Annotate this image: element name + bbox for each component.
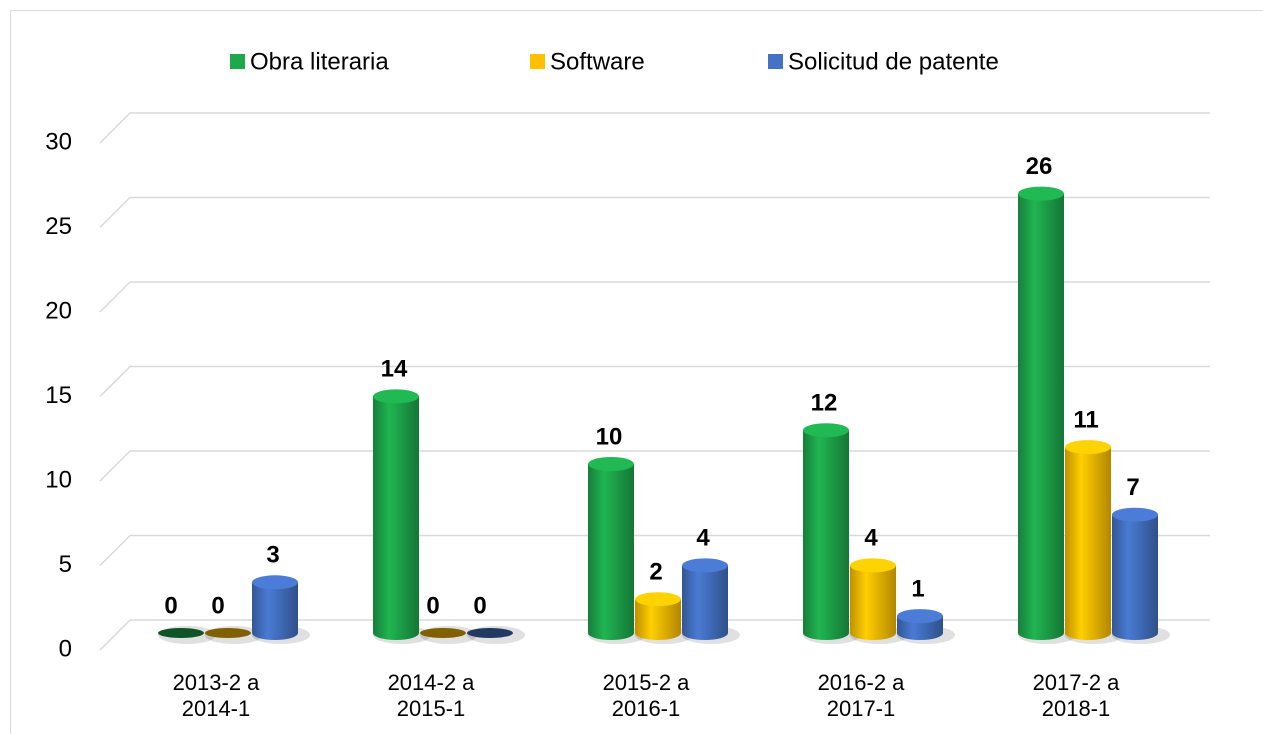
- bar-top: [897, 609, 943, 624]
- bar-body: [252, 582, 298, 640]
- bar: [158, 626, 216, 644]
- bar-body: [373, 396, 419, 640]
- grid-line: [99, 450, 131, 482]
- bar-body: [850, 565, 896, 640]
- y-tick-label: 20: [45, 297, 72, 324]
- data-label: 0: [164, 592, 177, 619]
- bar-top: [158, 628, 204, 638]
- bar-top: [1065, 440, 1111, 455]
- data-label: 0: [473, 592, 486, 619]
- bar: [1112, 507, 1170, 644]
- grid-line: [99, 365, 131, 398]
- data-label: 4: [864, 525, 878, 552]
- bar: [252, 575, 310, 644]
- bar-top: [682, 558, 728, 573]
- y-tick-label: 5: [59, 551, 72, 578]
- y-tick-label: 15: [45, 382, 72, 409]
- legend-label: Software: [550, 48, 645, 75]
- bar-body: [1065, 447, 1111, 640]
- bar-body: [1112, 514, 1158, 640]
- y-tick-label: 25: [45, 213, 72, 240]
- data-label: 4: [696, 525, 710, 552]
- x-tick-label: 2014-2 a 2015-1: [387, 670, 475, 721]
- grid-line: [99, 619, 131, 651]
- bar: [467, 626, 525, 644]
- bar-top: [205, 628, 251, 638]
- bar-top: [420, 628, 466, 638]
- bar: [897, 609, 955, 644]
- data-label: 1: [911, 575, 924, 602]
- bar-body: [682, 565, 728, 640]
- y-tick-label: 30: [45, 128, 72, 155]
- bar: [420, 626, 478, 644]
- x-tick-label: 2017-2 a 2018-1: [1032, 670, 1120, 721]
- x-tick-label: 2013-2 a 2014-1: [172, 670, 260, 721]
- y-tick-label: 0: [59, 635, 72, 662]
- bar: [373, 389, 431, 644]
- data-label: 10: [596, 423, 623, 450]
- legend-swatch: [230, 54, 245, 69]
- bar-top: [850, 558, 896, 573]
- bar-top: [803, 423, 849, 438]
- bar-top: [1112, 507, 1158, 522]
- legend-swatch: [530, 54, 545, 69]
- bar-top: [635, 592, 681, 607]
- bar-top: [467, 628, 513, 638]
- chart-frame: [10, 10, 1263, 734]
- legend-swatch: [768, 54, 783, 69]
- data-label: 2: [649, 559, 662, 586]
- x-tick-label: 2015-2 a 2016-1: [602, 670, 690, 721]
- bar-body: [1018, 193, 1064, 640]
- bar-body: [635, 599, 681, 640]
- data-label: 0: [426, 592, 439, 619]
- bar: [588, 457, 646, 644]
- grid-line: [99, 534, 131, 567]
- x-tick-label: 2016-2 a 2017-1: [817, 670, 905, 721]
- bar: [850, 558, 908, 644]
- bar: [1065, 440, 1123, 644]
- grid-line: [99, 196, 131, 229]
- bar-top: [252, 575, 298, 590]
- bar-top: [373, 389, 419, 404]
- data-label: 7: [1126, 474, 1139, 501]
- data-label: 3: [266, 542, 279, 569]
- bar-top: [588, 457, 634, 471]
- grid-line: [99, 281, 131, 313]
- data-label: 14: [381, 356, 408, 383]
- data-label: 26: [1026, 153, 1053, 180]
- bar: [682, 558, 740, 644]
- bar: [635, 592, 693, 644]
- bar-body: [588, 464, 634, 640]
- legend-label: Solicitud de patente: [788, 48, 999, 75]
- data-label: 0: [211, 592, 224, 619]
- y-tick-label: 10: [45, 466, 72, 493]
- legend-label: Obra literaria: [250, 48, 389, 75]
- data-label: 12: [811, 390, 838, 417]
- bar: [205, 626, 263, 644]
- bar: [1018, 186, 1076, 644]
- data-label: 11: [1073, 406, 1098, 433]
- grid-line: [99, 112, 131, 144]
- bar-top: [1018, 186, 1064, 201]
- bar-body: [803, 430, 849, 640]
- bar: [803, 423, 861, 644]
